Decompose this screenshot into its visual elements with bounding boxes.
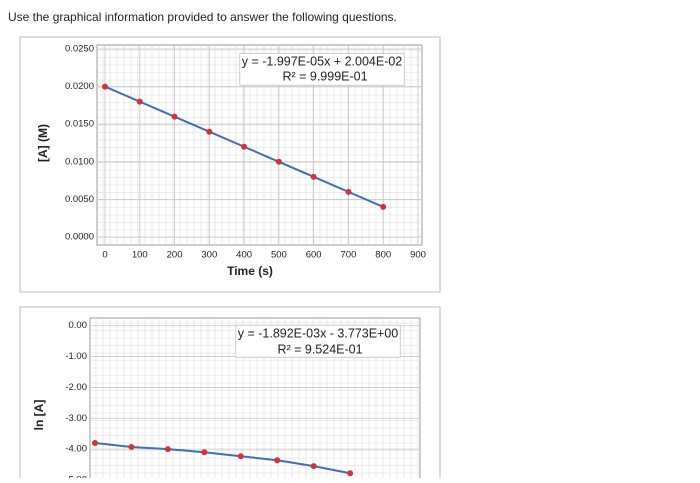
trend-line [94,441,351,475]
data-point [310,463,317,470]
y-tick-label: 0.0100 [65,156,94,167]
y-tick-label: 0.0050 [65,194,94,205]
y-tick-label: 0.0150 [65,119,94,130]
y-tick-label: -1.00 [65,351,87,362]
x-tick-label: 900 [410,250,426,261]
x-tick-label: 800 [375,250,391,261]
r-squared: R² = 9.999E-01 [282,69,367,83]
data-point [237,453,244,460]
data-point [275,158,282,165]
data-point [102,83,108,90]
y-tick-label: 0.0250 [65,44,94,55]
y-tick-label: -2.00 [65,382,87,393]
data-point [241,143,248,150]
y-tick-label: 0.0200 [65,81,94,92]
x-axis-label: Time (s) [227,264,273,278]
x-tick-label: 400 [236,250,252,261]
x-tick-label: 0 [102,250,107,261]
y-tick-label: 0.00 [69,320,88,331]
data-point [380,203,387,210]
trendline-equation: y = -1.892E-03x - 3.773E+00 [238,326,399,340]
data-point [136,98,143,105]
y-axis-label: [A] (M) [36,124,50,162]
x-tick-label: 100 [132,250,148,261]
x-tick-label: 700 [341,250,357,261]
y-axis-label: ln [A] [32,400,46,431]
data-point [310,173,317,180]
data-point [347,470,354,477]
x-tick-label: 200 [167,250,183,261]
data-point [171,113,178,120]
data-point [345,188,352,195]
instruction: Use the graphical information provided t… [8,10,397,24]
data-point [128,443,135,450]
x-tick-label: 300 [201,250,217,261]
data-point [274,457,281,464]
data-point [164,446,171,453]
r-squared: R² = 9.524E-01 [277,342,362,356]
data-point [206,128,213,135]
equation-box [235,324,401,358]
y-tick-label: -5.00 [65,475,87,478]
y-tick-label: -3.00 [65,413,87,424]
x-tick-label: 500 [271,250,287,261]
x-tick-label: 600 [306,250,322,261]
trendline-equation: y = -1.997E-05x + 2.004E-02 [242,54,403,68]
data-point [92,439,98,446]
y-tick-label: -4.00 [65,444,87,455]
equation-box [239,52,405,86]
y-tick-label: 0.0000 [65,232,94,243]
data-point [201,449,208,456]
